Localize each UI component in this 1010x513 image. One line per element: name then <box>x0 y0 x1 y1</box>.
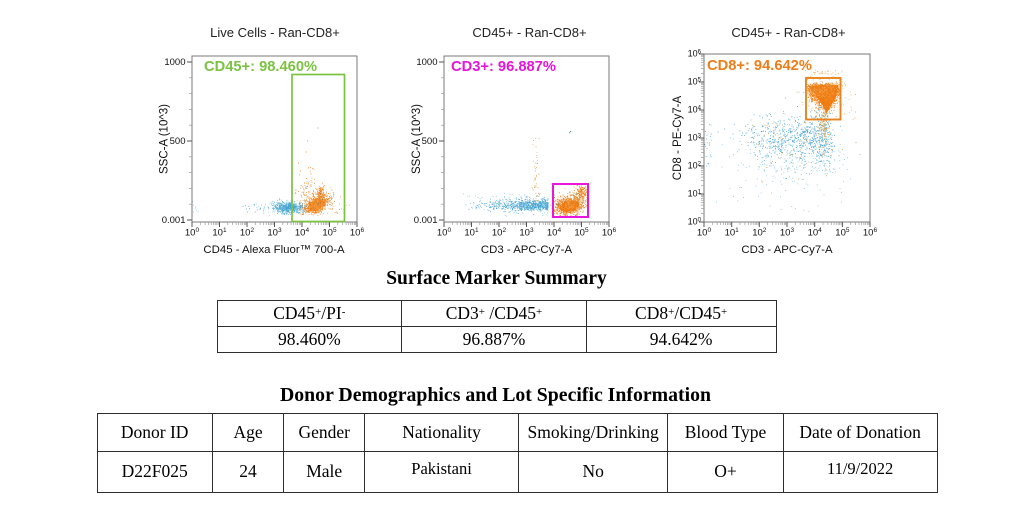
svg-text:CD8+: 94.642%: CD8+: 94.642% <box>707 58 812 74</box>
svg-text:0.001: 0.001 <box>414 215 438 226</box>
svg-text:SSC-A (10^3): SSC-A (10^3) <box>411 104 423 174</box>
svg-text:105: 105 <box>574 227 589 239</box>
svg-text:104: 104 <box>808 227 823 239</box>
svg-text:500: 500 <box>170 136 186 147</box>
svg-text:CD8 - PE-Cy7-A: CD8 - PE-Cy7-A <box>672 96 684 181</box>
svg-text:Live Cells - Ran-CD8+: Live Cells - Ran-CD8+ <box>210 25 340 40</box>
svg-text:106: 106 <box>350 227 365 239</box>
svg-text:1000: 1000 <box>164 57 185 68</box>
svg-text:103: 103 <box>780 227 795 239</box>
svg-text:102: 102 <box>240 227 255 239</box>
svg-text:0.001: 0.001 <box>162 215 186 226</box>
svg-text:103: 103 <box>688 133 702 143</box>
svg-text:101: 101 <box>688 189 702 199</box>
svg-text:102: 102 <box>492 227 507 239</box>
svg-text:106: 106 <box>863 227 878 239</box>
svg-text:CD3 - APC-Cy7-A: CD3 - APC-Cy7-A <box>481 244 573 256</box>
svg-text:105: 105 <box>688 77 702 87</box>
svg-text:105: 105 <box>835 227 850 239</box>
svg-text:104: 104 <box>295 227 310 239</box>
svg-text:100: 100 <box>688 217 702 227</box>
svg-text:103: 103 <box>267 227 282 239</box>
svg-text:CD45 - Alexa Fluor™ 700-A: CD45 - Alexa Fluor™ 700-A <box>203 244 345 256</box>
svg-text:104: 104 <box>688 105 702 115</box>
svg-text:104: 104 <box>547 227 562 239</box>
svg-text:CD45+ - Ran-CD8+: CD45+ - Ran-CD8+ <box>472 25 586 40</box>
svg-text:101: 101 <box>725 227 740 239</box>
svg-text:106: 106 <box>688 49 702 59</box>
svg-text:100: 100 <box>697 227 712 239</box>
svg-text:102: 102 <box>752 227 767 239</box>
svg-text:100: 100 <box>185 227 200 239</box>
svg-text:500: 500 <box>422 136 438 147</box>
svg-text:102: 102 <box>688 161 702 171</box>
svg-text:CD45+ - Ran-CD8+: CD45+ - Ran-CD8+ <box>731 25 845 40</box>
svg-text:103: 103 <box>519 227 534 239</box>
svg-text:CD45+: 98.460%: CD45+: 98.460% <box>204 59 317 75</box>
svg-text:CD3+: 96.887%: CD3+: 96.887% <box>451 59 556 75</box>
svg-text:105: 105 <box>322 227 337 239</box>
svg-text:106: 106 <box>602 227 617 239</box>
svg-text:101: 101 <box>212 227 227 239</box>
svg-text:SSC-A (10^3): SSC-A (10^3) <box>159 104 171 174</box>
svg-text:101: 101 <box>464 227 479 239</box>
svg-text:1000: 1000 <box>416 57 437 68</box>
svg-text:100: 100 <box>437 227 452 239</box>
svg-text:CD3 - APC-Cy7-A: CD3 - APC-Cy7-A <box>741 244 833 256</box>
